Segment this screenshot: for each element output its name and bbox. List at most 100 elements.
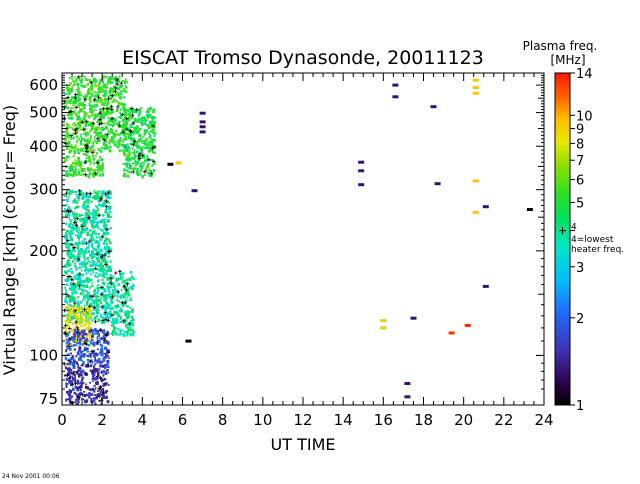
heatmap-cell	[77, 168, 80, 171]
heatmap-cell	[103, 92, 106, 97]
echo-marker	[73, 381, 78, 386]
heatmap-cell	[84, 319, 86, 322]
heatmap-cell	[87, 159, 90, 163]
heatmap-cell	[93, 189, 96, 193]
echo-marker	[96, 95, 101, 100]
heatmap-cell	[92, 372, 96, 377]
heatmap-cell	[78, 374, 81, 378]
heatmap-cell	[141, 161, 145, 164]
heatmap-cell	[149, 121, 153, 126]
heatmap-cell	[87, 294, 89, 297]
heatmap-cell	[132, 323, 134, 327]
heatmap-cell	[103, 116, 105, 120]
heatmap-cell	[74, 227, 77, 230]
echo-marker	[151, 124, 155, 128]
heatmap-cell	[111, 121, 115, 123]
heatmap-cell	[65, 341, 69, 344]
heatmap-cell	[136, 145, 139, 149]
heatmap-cell	[91, 242, 93, 246]
heatmap-cell	[71, 305, 74, 308]
heatmap-cell	[95, 342, 98, 345]
heatmap-cell	[95, 132, 99, 136]
echo-marker	[77, 284, 82, 288]
heatmap-cell	[95, 263, 98, 267]
echo-marker	[84, 119, 89, 124]
heatmap-cell	[74, 242, 78, 245]
heatmap-cell	[85, 77, 88, 82]
heatmap-cell	[64, 213, 68, 217]
heatmap-cell	[88, 103, 91, 107]
heatmap-cell	[102, 173, 105, 177]
heatmap-cell	[135, 127, 137, 131]
heatmap-cell	[135, 167, 138, 170]
echo-marker	[87, 304, 92, 308]
heatmap-cell	[100, 336, 104, 340]
heatmap-cell	[128, 152, 132, 155]
heatmap-cell	[105, 136, 108, 140]
heatmap-cell	[99, 168, 102, 171]
heatmap-cell	[76, 278, 79, 281]
heatmap-cell	[65, 349, 68, 353]
heatmap-cell	[65, 147, 68, 151]
heatmap-cell	[153, 108, 156, 111]
echo-marker	[73, 128, 77, 132]
heatmap-cell	[89, 388, 92, 392]
heatmap-cell	[80, 318, 84, 321]
heatmap-cell	[72, 136, 75, 140]
heatmap-cell	[112, 284, 115, 288]
heatmap-cell	[105, 293, 109, 297]
heatmap-cell	[70, 96, 73, 99]
heatmap-cell	[104, 144, 108, 148]
heatmap-cell	[118, 102, 122, 106]
heatmap-cell	[81, 398, 85, 401]
heatmap-cell	[102, 134, 106, 138]
heatmap-cell	[135, 170, 139, 173]
heatmap-cell	[96, 169, 99, 173]
heatmap-cell	[93, 384, 96, 387]
heatmap-cell	[130, 139, 132, 142]
heatmap-cell	[108, 214, 111, 216]
heatmap-cell	[67, 371, 71, 374]
heatmap-cell	[73, 255, 76, 258]
colorbar-tick-label: 10	[576, 109, 593, 124]
heatmap-cell	[71, 314, 73, 318]
heatmap-cell	[72, 100, 75, 104]
heatmap-cell	[78, 117, 82, 120]
heatmap-cell	[122, 149, 125, 152]
heatmap-cell	[85, 347, 89, 351]
heatmap-cell	[115, 280, 118, 283]
heatmap-cell	[70, 89, 73, 93]
heatmap-cell	[79, 337, 82, 342]
heatmap-cell	[126, 296, 129, 299]
heatmap-cell	[71, 112, 73, 116]
heatmap-cell	[103, 142, 107, 144]
x-tick-label: 14	[334, 411, 353, 429]
heatmap-cell	[87, 155, 91, 159]
heatmap-cell	[108, 149, 112, 153]
heatmap-cell	[72, 174, 75, 177]
heatmap-cell	[110, 286, 113, 289]
heatmap-cell	[71, 232, 75, 235]
heatmap-cell	[109, 131, 113, 134]
heatmap-cell	[100, 228, 103, 231]
heatmap-cell	[85, 206, 88, 210]
echo-marker	[88, 191, 93, 196]
heatmap-cell	[129, 296, 132, 299]
heatmap-cell	[72, 173, 76, 176]
heatmap-cell	[85, 272, 88, 275]
heatmap-cell	[83, 201, 87, 204]
heatmap-cell	[91, 369, 95, 373]
heatmap-cell	[86, 89, 89, 94]
heatmap-cell	[127, 293, 130, 297]
heatmap-cell	[105, 232, 107, 236]
heatmap-cell	[142, 140, 146, 143]
heatmap-cell	[93, 103, 96, 107]
heatmap-cell	[152, 163, 154, 166]
heatmap-cell	[93, 139, 96, 142]
heatmap-cell	[147, 162, 150, 166]
heatmap-cell	[96, 192, 99, 196]
heatmap-cell	[127, 153, 130, 157]
echo-marker	[98, 328, 103, 332]
heatmap-cell	[95, 224, 98, 228]
heatmap-cell	[108, 289, 110, 292]
